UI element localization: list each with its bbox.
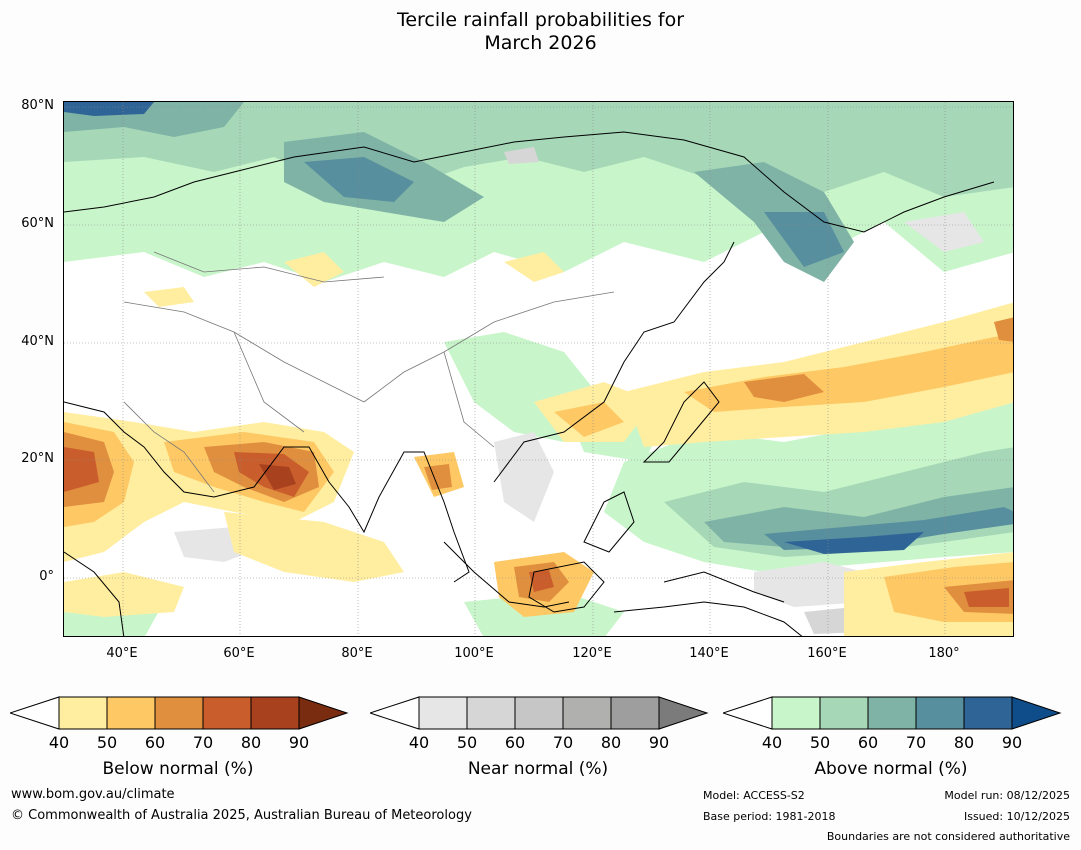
- near-swatch-90: [658, 696, 709, 730]
- below-normal-regions: [64, 252, 1013, 636]
- boundaries-disclaimer: Boundaries are not considered authoritat…: [826, 830, 1070, 843]
- below-tick-40: 40: [48, 733, 70, 752]
- probability-map: [63, 101, 1014, 637]
- below-tick-80: 80: [240, 733, 262, 752]
- country-borders: [123, 251, 615, 493]
- below-tick-50: 50: [96, 733, 118, 752]
- below-swatch-40: [58, 696, 108, 730]
- above-swatch-70: [915, 696, 965, 730]
- bom-url[interactable]: www.bom.gov.au/climate: [11, 787, 175, 802]
- below-tick-60: 60: [144, 733, 166, 752]
- lat-label-60n: 60°N: [21, 216, 54, 231]
- below-swatch-60: [154, 696, 204, 730]
- lon-label-140e: 140°E: [689, 646, 729, 661]
- above-tick-50: 50: [809, 733, 831, 752]
- above-tick-80: 80: [953, 733, 975, 752]
- lon-label-80e: 80°E: [341, 646, 373, 661]
- above-swatch-80: [963, 696, 1013, 730]
- lon-label-180: 180°: [928, 646, 960, 661]
- above-tick-70: 70: [905, 733, 927, 752]
- lon-label-100e: 100°E: [454, 646, 494, 661]
- issued-date: Issued: 10/12/2025: [963, 810, 1070, 823]
- lat-label-40n: 40°N: [21, 334, 54, 349]
- above-swatch-90: [1011, 696, 1062, 730]
- near-normal-regions: [174, 147, 984, 634]
- near-tick-60: 60: [504, 733, 526, 752]
- lon-label-160e: 160°E: [807, 646, 847, 661]
- above-normal-colorbar: [723, 696, 1062, 730]
- gridlines: [64, 102, 1013, 636]
- title-line-2: March 2026: [484, 32, 597, 54]
- near-tick-50: 50: [456, 733, 478, 752]
- near-swatch-70: [562, 696, 612, 730]
- map-canvas: [64, 102, 1013, 636]
- near-swatch-50: [466, 696, 516, 730]
- near-swatch-40: [418, 696, 468, 730]
- lon-label-120e: 120°E: [572, 646, 612, 661]
- above-normal-title: Above normal (%): [814, 759, 968, 779]
- lat-label-0: 0°: [39, 569, 54, 584]
- near-normal-colorbar: [370, 696, 709, 730]
- near-swatch-60: [514, 696, 564, 730]
- near-normal-title: Near normal (%): [467, 759, 609, 779]
- lat-label-80n: 80°N: [21, 98, 54, 113]
- near-tick-90: 90: [648, 733, 670, 752]
- above-swatch-40: [771, 696, 821, 730]
- below-swatch-50: [106, 696, 156, 730]
- base-period: Base period: 1981-2018: [703, 810, 836, 823]
- above-swatch-50: [819, 696, 869, 730]
- near-tick-70: 70: [552, 733, 574, 752]
- map-title: Tercile rainfall probabilities for March…: [0, 9, 1081, 55]
- below-tick-70: 70: [192, 733, 214, 752]
- below-swatch-80: [250, 696, 300, 730]
- below-tick-90: 90: [288, 733, 310, 752]
- below-swatch-90: [298, 696, 349, 730]
- lon-label-60e: 60°E: [223, 646, 255, 661]
- near-tick-40: 40: [408, 733, 430, 752]
- above-normal-regions: [64, 102, 1013, 636]
- model-run: Model run: 08/12/2025: [944, 789, 1070, 802]
- near-tick-80: 80: [600, 733, 622, 752]
- above-swatch-60: [867, 696, 917, 730]
- near-swatch-80: [610, 696, 660, 730]
- below-normal-title: Below normal (%): [102, 759, 254, 779]
- below-normal-colorbar: [10, 696, 349, 730]
- coastlines: [64, 131, 995, 636]
- above-tick-60: 60: [857, 733, 879, 752]
- above-tick-40: 40: [761, 733, 783, 752]
- above-tick-90: 90: [1001, 733, 1023, 752]
- model-name: Model: ACCESS-S2: [703, 789, 805, 802]
- copyright: © Commonwealth of Australia 2025, Austra…: [11, 808, 472, 823]
- lon-label-40e: 40°E: [106, 646, 138, 661]
- below-swatch-70: [202, 696, 252, 730]
- title-line-1: Tercile rainfall probabilities for: [396, 9, 685, 31]
- lat-label-20n: 20°N: [21, 451, 54, 466]
